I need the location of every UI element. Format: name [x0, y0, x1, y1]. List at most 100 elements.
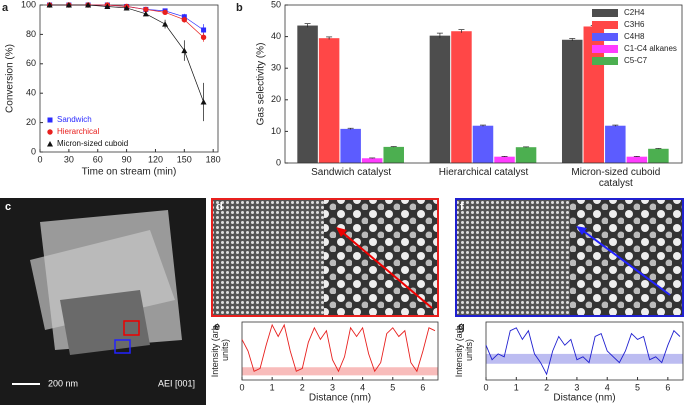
panel-label: b: [236, 2, 243, 14]
panel-label: c: [5, 201, 11, 213]
legend-swatch: [47, 129, 53, 135]
data-point: [142, 10, 149, 17]
x-tick-label: Sandwich catalyst: [311, 167, 392, 178]
x-tick-label: 30: [64, 154, 74, 164]
legend-label: C4H8: [624, 32, 645, 41]
data-point: [200, 34, 207, 41]
legend-label: Hierarchical: [57, 127, 99, 136]
data-line: [485, 327, 681, 376]
x-tick-label: 3: [574, 382, 579, 392]
micrograph-c: 200 nm AEI [001] c: [0, 198, 206, 405]
x-tick-label: 3: [330, 382, 335, 392]
plot-frame: [284, 4, 683, 164]
panel-label: g: [458, 321, 465, 333]
legend-label: Sandwich: [57, 115, 92, 124]
scale-bar-label: 200 nm: [48, 378, 78, 388]
x-tick-label: 120: [148, 154, 163, 164]
x-tick-label: 150: [177, 154, 192, 164]
data-line: [49, 4, 204, 103]
x-tick-label: 1: [514, 382, 519, 392]
data-point: [200, 99, 207, 105]
data-point: [201, 27, 207, 33]
y-tick-label: 30: [271, 63, 281, 73]
y-tick-label: 80: [26, 29, 36, 39]
bar: [515, 147, 537, 163]
panel-label: e: [214, 321, 220, 333]
y-tick-label: 40: [26, 88, 36, 98]
y-tick-label: 100: [21, 0, 36, 9]
x-tick-label: 0: [483, 382, 488, 392]
plot-frame: [241, 321, 439, 381]
legend-swatch: [47, 117, 53, 123]
y-tick-label: 50: [271, 0, 281, 9]
y-tick-label: 40: [271, 31, 281, 41]
x-tick-label: 180: [206, 154, 221, 164]
micrograph-f: f: [455, 198, 684, 317]
legend-swatch: [592, 45, 618, 53]
data-point: [162, 9, 168, 16]
plot-frame: [485, 321, 684, 381]
legend-swatch: [47, 141, 53, 147]
y-tick-label: 0: [276, 157, 281, 167]
x-tick-label: 5: [635, 382, 640, 392]
data-point: [104, 3, 111, 9]
bar: [561, 39, 583, 164]
x-tick-label: 6: [420, 382, 425, 392]
y-tick-label: 60: [26, 58, 36, 68]
zone-axis-label: AEI [001]: [158, 378, 195, 388]
reference-band: [242, 367, 438, 376]
bar: [451, 31, 472, 164]
y-tick-label: 20: [271, 94, 281, 104]
x-tick-label: 90: [122, 154, 132, 164]
x-axis-label: Distance (nm): [553, 393, 615, 404]
bar: [361, 158, 383, 163]
bar: [494, 156, 515, 163]
bar: [383, 146, 404, 163]
bar: [429, 35, 451, 163]
legend-label: Micron-sized cuboid: [57, 139, 128, 148]
x-tick-label: 0: [37, 154, 42, 164]
data-point: [123, 4, 130, 11]
x-tick-label: 6: [665, 382, 670, 392]
bar: [626, 156, 648, 163]
data-point: [181, 47, 188, 54]
data-point: [46, 2, 53, 8]
x-tick-label: 4: [360, 382, 365, 392]
bar: [648, 148, 669, 163]
bar: [340, 128, 361, 163]
legend-label: C1-C4 alkanes: [624, 44, 677, 53]
x-axis-label: Distance (nm): [309, 393, 371, 404]
y-axis-label: Gas selectivity (%): [256, 43, 267, 126]
data-point: [162, 21, 169, 27]
legend-swatch: [592, 33, 618, 41]
x-axis-label: Time on stream (min): [82, 167, 177, 178]
legend-label: C3H6: [624, 20, 645, 29]
y-axis-label: Intensity (arb. units): [210, 322, 230, 378]
bar: [297, 25, 318, 164]
micrograph-d: d: [211, 198, 439, 317]
data-point: [181, 17, 188, 23]
y-tick-label: 0: [31, 146, 36, 156]
legend-label: C5-C7: [624, 56, 648, 65]
data-point: [85, 2, 92, 8]
x-tick-label: 0: [239, 382, 244, 392]
bar: [318, 38, 340, 163]
legend-label: C2H4: [624, 8, 645, 17]
data-line: [241, 323, 436, 373]
x-tick-label: 2: [300, 382, 305, 392]
data-point: [65, 2, 72, 8]
x-tick-label: 60: [93, 154, 103, 164]
panel-label: f: [460, 201, 464, 213]
legend-swatch: [592, 21, 618, 29]
legend-swatch: [592, 57, 618, 65]
x-tick-label: Micron-sized cuboid catalyst: [571, 167, 661, 189]
bar: [605, 125, 626, 163]
y-axis-label: Intensity (arb. units): [454, 322, 474, 378]
legend-swatch: [592, 9, 618, 17]
panel-label: a: [2, 2, 9, 14]
y-tick-label: 10: [271, 126, 281, 136]
y-axis-label: Conversion (%): [5, 44, 16, 113]
panel-label: d: [216, 201, 223, 213]
